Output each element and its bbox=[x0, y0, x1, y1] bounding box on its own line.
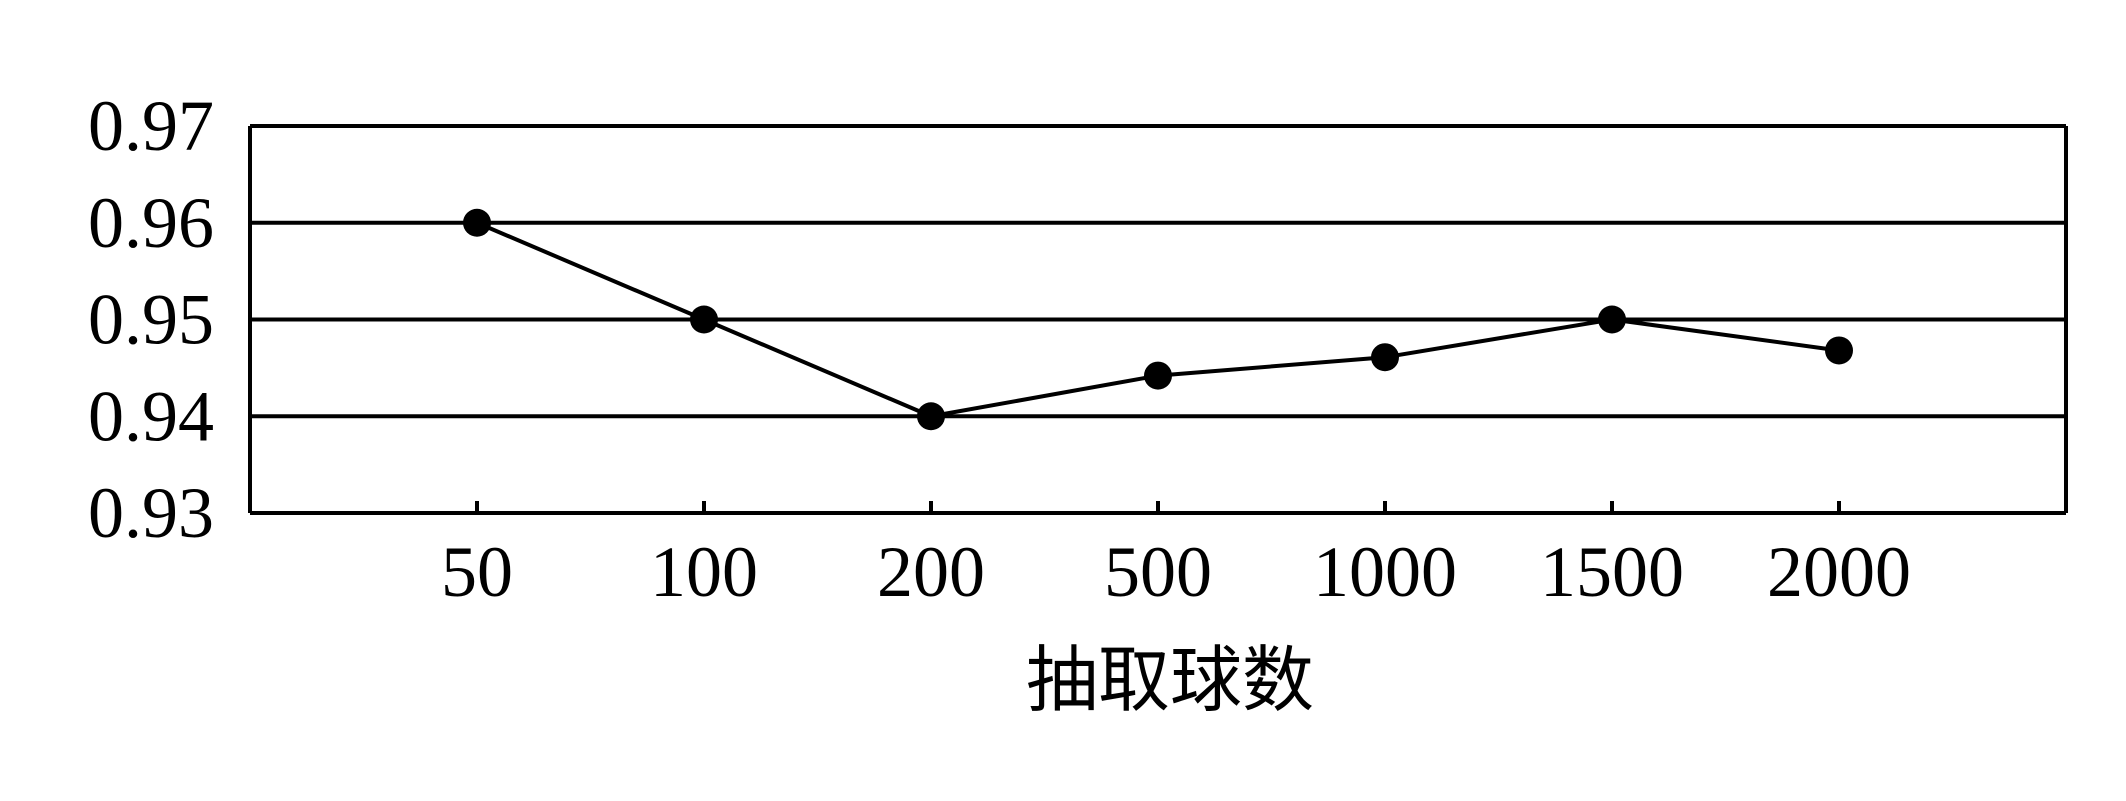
data-point bbox=[690, 305, 718, 334]
y-tick-label: 0.95 bbox=[88, 280, 214, 360]
x-axis-title: 抽取球数 bbox=[1026, 641, 1314, 721]
data-point bbox=[917, 402, 945, 431]
x-tick-label: 1500 bbox=[1540, 532, 1684, 612]
x-tick-label: 50 bbox=[441, 532, 513, 612]
x-axis-ticks: 50 100 200 500 1000 1500 2000 bbox=[441, 501, 1911, 612]
data-point bbox=[1371, 343, 1399, 372]
data-point bbox=[1825, 336, 1853, 365]
y-tick-label: 0.96 bbox=[88, 183, 214, 263]
data-points bbox=[463, 208, 1853, 431]
y-axis-ticks: 0.93 0.94 0.95 0.96 0.97 bbox=[88, 86, 214, 553]
data-point bbox=[1144, 361, 1172, 390]
y-tick-label: 0.97 bbox=[88, 86, 214, 166]
x-tick-label: 500 bbox=[1104, 532, 1212, 612]
x-tick-label: 2000 bbox=[1767, 532, 1911, 612]
y-tick-label: 0.93 bbox=[88, 473, 214, 553]
x-tick-label: 1000 bbox=[1313, 532, 1457, 612]
data-point bbox=[463, 208, 491, 237]
x-tick-label: 100 bbox=[650, 532, 758, 612]
x-tick-label: 200 bbox=[877, 532, 985, 612]
y-tick-label: 0.94 bbox=[88, 376, 214, 456]
grid-lines bbox=[250, 220, 2066, 419]
data-point bbox=[1598, 305, 1626, 334]
